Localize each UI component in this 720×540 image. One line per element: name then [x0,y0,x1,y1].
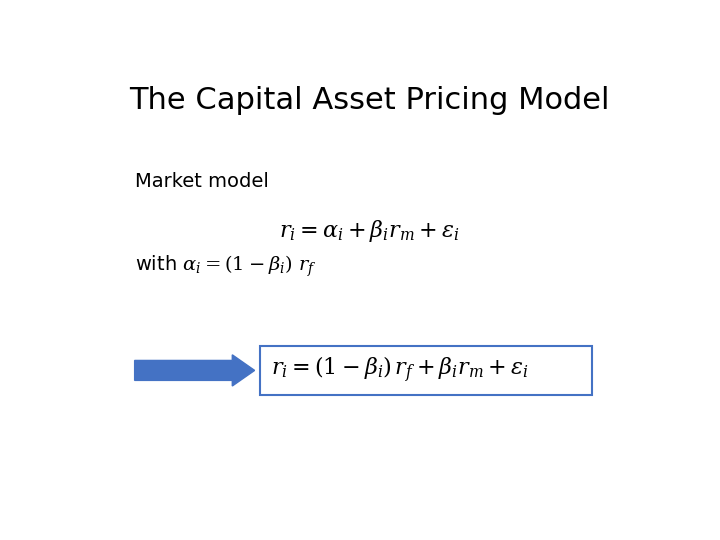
Text: $r_i=(1-\beta_i)\,r_f+\beta_i r_m+\varepsilon_i$: $r_i=(1-\beta_i)\,r_f+\beta_i r_m+\varep… [271,355,528,386]
FancyArrow shape [135,355,255,386]
Text: The Capital Asset Pricing Model: The Capital Asset Pricing Model [129,85,609,114]
Text: $r_i=\alpha_i+\beta_i r_m+\varepsilon_i$: $r_i=\alpha_i+\beta_i r_m+\varepsilon_i$ [279,218,459,244]
Text: Market model: Market model [135,172,269,191]
Text: with $\alpha_i=(1-\beta_i)$ $r_f$: with $\alpha_i=(1-\beta_i)$ $r_f$ [135,254,316,279]
